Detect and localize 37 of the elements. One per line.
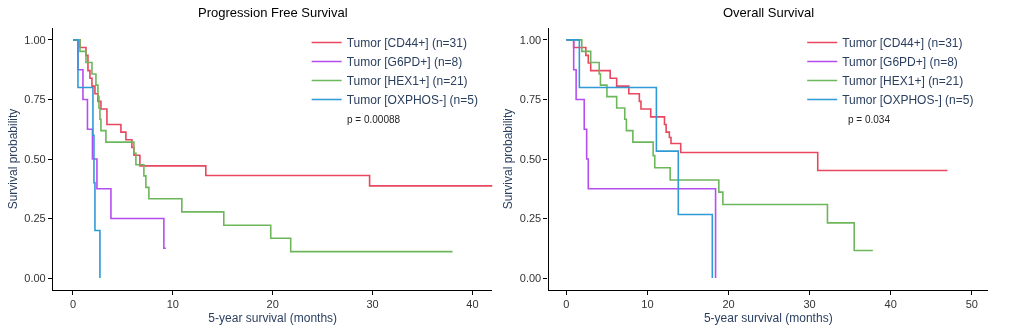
x-tick-label: 30 [366,298,379,311]
y-axis-title: Survival probability [5,108,20,210]
y-axis-title: Survival probability [501,108,516,210]
y-tick-label: 1.00 [24,33,46,46]
legend-label: Tumor [G6PD+] (n=8) [842,55,958,70]
y-tick-label: 0.50 [24,152,46,165]
chart-title: Overall Survival [723,5,815,20]
x-tick-label: 20 [722,298,735,311]
x-axis-title: 5-year survival (months) [703,311,833,326]
x-tick-label: 20 [266,298,279,311]
legend-label: Tumor [OXPHOS-] (n=5) [842,93,974,108]
y-tick-label: 0.25 [519,212,542,225]
chart-title: Progression Free Survival [198,5,348,20]
legend-label: Tumor [OXPHOS-] (n=5) [346,93,478,108]
x-tick-label: 0 [69,298,77,311]
y-tick-label: 0.00 [24,271,46,284]
y-tick-label: 0.75 [24,93,46,106]
x-axis-title: 5-year survival (months) [208,311,338,326]
y-tick-label: 0.00 [519,271,542,284]
y-tick-label: 0.25 [24,212,46,225]
x-tick-label: 40 [884,298,897,311]
x-tick-label: 10 [641,298,654,311]
legend-label: Tumor [HEX1+] (n=21) [842,74,964,89]
legend-label: Tumor [CD44+] (n=31) [346,36,467,51]
legend-label: Tumor [HEX1+] (n=21) [346,74,468,89]
x-tick-label: 40 [466,298,479,311]
x-tick-label: 10 [166,298,179,311]
x-tick-label: 50 [965,298,978,311]
annotation: p = 0.00088 [347,114,401,125]
annotation: p = 0.034 [848,114,891,125]
x-tick-label: 30 [803,298,816,311]
x-tick-label: 0 [563,298,570,311]
y-tick-label: 1.00 [519,33,542,46]
legend-label: Tumor [G6PD+] (n=8) [346,55,463,70]
y-tick-label: 0.75 [519,93,542,106]
legend-label: Tumor [CD44+] (n=31) [842,36,963,51]
y-tick-label: 0.50 [519,152,542,165]
